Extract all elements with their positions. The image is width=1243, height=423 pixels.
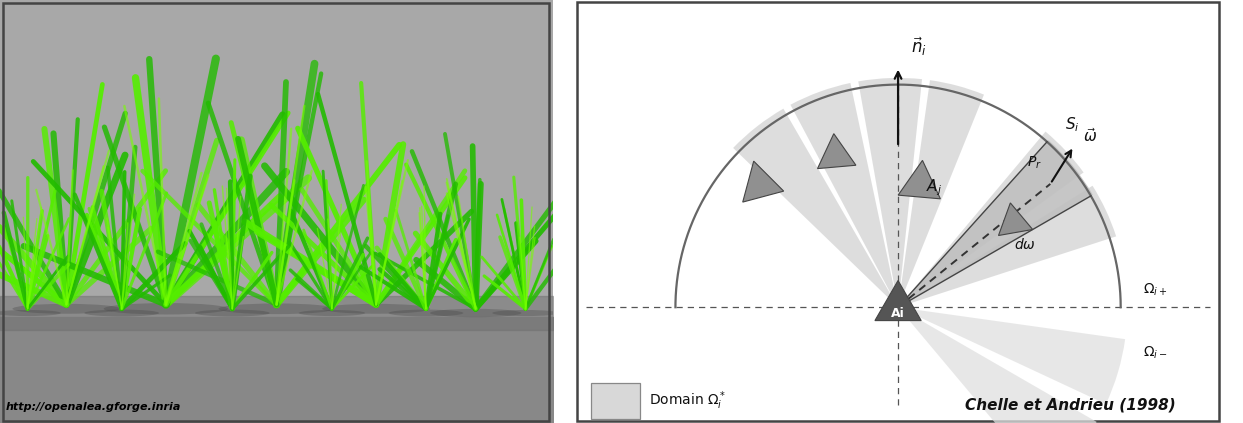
Wedge shape — [858, 78, 922, 307]
Polygon shape — [818, 134, 856, 169]
Text: $A_j$: $A_j$ — [926, 178, 942, 198]
Wedge shape — [897, 80, 984, 307]
Ellipse shape — [195, 310, 270, 316]
Polygon shape — [899, 160, 941, 199]
Wedge shape — [733, 109, 897, 307]
Ellipse shape — [85, 310, 159, 316]
Wedge shape — [791, 83, 897, 307]
Ellipse shape — [219, 303, 334, 314]
Ellipse shape — [492, 310, 558, 316]
Text: $d\omega$: $d\omega$ — [1014, 237, 1035, 253]
Wedge shape — [897, 186, 1116, 307]
Text: $P_r$: $P_r$ — [1027, 154, 1042, 170]
Ellipse shape — [389, 310, 464, 316]
Text: $\vec{n}_i$: $\vec{n}_i$ — [911, 36, 927, 58]
Polygon shape — [743, 161, 783, 202]
Wedge shape — [897, 307, 1096, 423]
Text: Ai: Ai — [891, 308, 905, 320]
FancyBboxPatch shape — [578, 2, 1218, 421]
Polygon shape — [998, 203, 1033, 236]
Text: $\Omega_{i-}$: $\Omega_{i-}$ — [1144, 344, 1167, 361]
Ellipse shape — [430, 309, 521, 317]
Polygon shape — [875, 280, 921, 321]
Ellipse shape — [298, 310, 365, 316]
Text: Domain $\Omega_i^*$: Domain $\Omega_i^*$ — [649, 390, 726, 412]
Ellipse shape — [322, 304, 430, 314]
Wedge shape — [897, 307, 1125, 404]
Ellipse shape — [103, 303, 229, 315]
Wedge shape — [897, 132, 1084, 307]
Text: $\Omega_{i+}$: $\Omega_{i+}$ — [1144, 282, 1167, 298]
Text: http://openalea.gforge.inria: http://openalea.gforge.inria — [5, 402, 181, 412]
Text: $S_i$: $S_i$ — [1065, 115, 1080, 134]
FancyBboxPatch shape — [590, 383, 640, 418]
Wedge shape — [897, 140, 1093, 307]
Ellipse shape — [12, 304, 121, 314]
Text: Chelle et Andrieu (1998): Chelle et Andrieu (1998) — [965, 398, 1176, 413]
Text: $\vec{\omega}$: $\vec{\omega}$ — [1083, 127, 1096, 145]
Ellipse shape — [0, 310, 61, 316]
